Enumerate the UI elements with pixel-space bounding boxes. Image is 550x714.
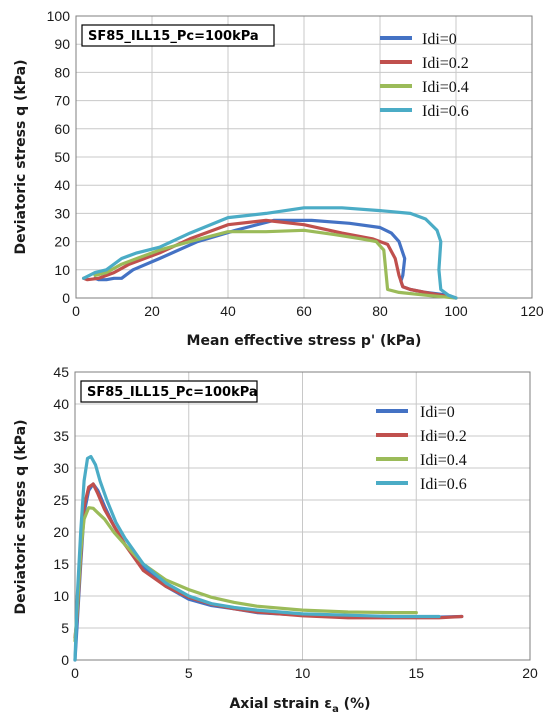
y-axis-label: Deviatoric stress q (kPa) xyxy=(13,420,29,615)
legend-label-3: Idi=0.6 xyxy=(420,476,467,493)
x-tick-label: 20 xyxy=(144,303,160,319)
y-axis-label: Deviatoric stress q (kPa) xyxy=(13,60,29,255)
plot-frame xyxy=(75,15,533,299)
y-tick-label: 50 xyxy=(54,149,70,165)
x-axis-label-unit: (%) xyxy=(339,696,371,712)
legend-label-0: Idi=0 xyxy=(420,404,455,421)
annotation-text: SF85_ILL15_Pc=100kPa xyxy=(88,29,259,44)
y-tick-label: 5 xyxy=(61,620,69,636)
series-line-1 xyxy=(81,218,458,300)
top-chart-stress-path: 0 20 40 60 80 100 120 0 10 20 30 40 50 60 70 80 90 100 SF8… xyxy=(13,8,544,349)
x-axis-label: Mean effective stress p' (kPa) xyxy=(187,333,422,349)
y-tick-label: 80 xyxy=(54,64,70,80)
y-tick-label: 90 xyxy=(54,36,70,52)
x-tick-label: 80 xyxy=(372,303,388,319)
x-tick-label: 15 xyxy=(408,665,424,681)
x-tick-label: 100 xyxy=(444,303,468,319)
x-tick-label: 10 xyxy=(295,665,311,681)
legend-label-0: Idi=0 xyxy=(422,31,457,48)
y-tick-label: 0 xyxy=(62,290,70,306)
legend-label-2: Idi=0.4 xyxy=(420,452,467,469)
legend-label-2: Idi=0.4 xyxy=(422,79,469,96)
bottom-chart-stress-strain: 0 5 10 15 20 0 5 10 15 20 25 30 35 40 45 SF85_ILL15_Pc=… xyxy=(13,364,538,714)
y-tick-label: 30 xyxy=(53,460,69,476)
y-tick-label: 45 xyxy=(53,364,69,380)
x-tick-label: 120 xyxy=(520,303,544,319)
y-tick-label: 0 xyxy=(61,652,69,668)
x-axis-label: Axial strain εa (%) xyxy=(229,696,370,714)
x-tick-label: 60 xyxy=(296,303,312,319)
y-tick-label: 40 xyxy=(53,396,69,412)
y-tick-label: 20 xyxy=(54,234,70,250)
legend-label-1: Idi=0.2 xyxy=(420,428,467,445)
y-tick-label: 10 xyxy=(54,262,70,278)
y-tick-label: 70 xyxy=(54,93,70,109)
annotation-box xyxy=(80,380,258,403)
series-line-1 xyxy=(73,482,464,640)
x-tick-label: 20 xyxy=(522,665,538,681)
y-tick-label: 60 xyxy=(54,121,70,137)
annotation-text: SF85_ILL15_Pc=100kPa xyxy=(87,385,258,400)
y-tick-label: 100 xyxy=(47,8,71,24)
y-tick-label: 10 xyxy=(53,588,69,604)
y-tick-label: 20 xyxy=(53,524,69,540)
y-tick-label: 35 xyxy=(53,428,69,444)
series-line-3 xyxy=(81,206,458,300)
annotation-box xyxy=(81,24,275,47)
x-axis-label-main: Axial strain ε xyxy=(229,696,332,712)
series-line-3 xyxy=(73,454,441,662)
x-tick-label: 40 xyxy=(220,303,236,319)
x-tick-label: 5 xyxy=(185,665,193,681)
y-tick-label: 25 xyxy=(53,492,69,508)
series-line-2 xyxy=(93,228,458,300)
x-tick-label: 0 xyxy=(71,665,79,681)
y-tick-label: 15 xyxy=(53,556,69,572)
y-tick-label: 30 xyxy=(54,205,70,221)
series-line-2 xyxy=(73,506,418,643)
x-axis-label-subscript: a xyxy=(332,704,339,714)
plot-frame xyxy=(74,371,531,661)
legend-label-1: Idi=0.2 xyxy=(422,55,469,72)
x-tick-label: 0 xyxy=(72,303,80,319)
legend-label-3: Idi=0.6 xyxy=(422,103,469,120)
y-tick-label: 40 xyxy=(54,177,70,193)
